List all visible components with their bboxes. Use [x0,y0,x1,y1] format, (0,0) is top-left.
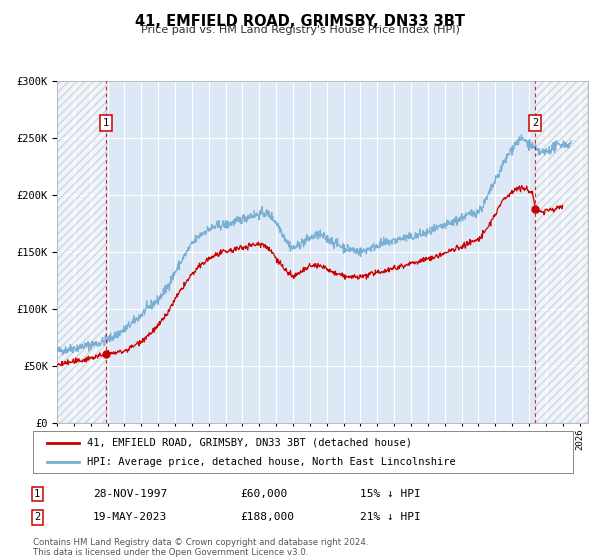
Text: 41, EMFIELD ROAD, GRIMSBY, DN33 3BT: 41, EMFIELD ROAD, GRIMSBY, DN33 3BT [135,14,465,29]
Text: £188,000: £188,000 [240,512,294,522]
Text: £60,000: £60,000 [240,489,287,499]
Text: 2: 2 [34,512,40,522]
Text: 19-MAY-2023: 19-MAY-2023 [93,512,167,522]
Bar [57,81,106,423]
Text: Price paid vs. HM Land Registry's House Price Index (HPI): Price paid vs. HM Land Registry's House … [140,25,460,35]
Text: 28-NOV-1997: 28-NOV-1997 [93,489,167,499]
Text: 41, EMFIELD ROAD, GRIMSBY, DN33 3BT (detached house): 41, EMFIELD ROAD, GRIMSBY, DN33 3BT (det… [87,437,412,447]
Text: Contains HM Land Registry data © Crown copyright and database right 2024.
This d: Contains HM Land Registry data © Crown c… [33,538,368,557]
Text: HPI: Average price, detached house, North East Lincolnshire: HPI: Average price, detached house, Nort… [87,457,456,467]
Text: 1: 1 [34,489,40,499]
Text: 21% ↓ HPI: 21% ↓ HPI [360,512,421,522]
Bar [535,81,588,423]
Text: 2: 2 [532,118,539,128]
Text: 1: 1 [103,118,109,128]
Text: 15% ↓ HPI: 15% ↓ HPI [360,489,421,499]
